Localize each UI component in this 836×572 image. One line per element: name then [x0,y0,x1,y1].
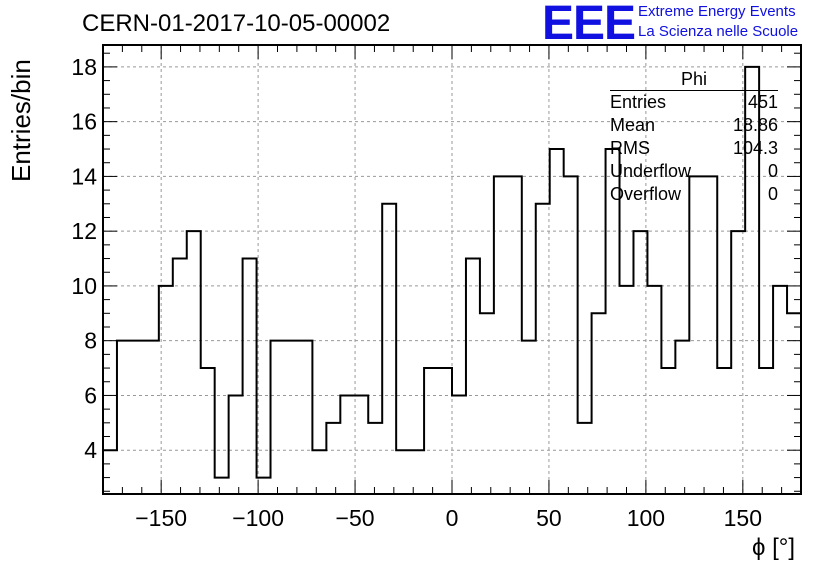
x-tick-label: 100 [627,505,665,531]
x-tick-label: −50 [336,505,375,531]
histogram-bin [298,341,312,494]
histogram-bin [410,450,424,494]
histogram-bin [368,423,382,494]
histogram-bin [271,341,285,494]
y-tick-label: 12 [71,218,97,244]
y-tick-label: 6 [84,382,97,408]
y-tick-label: 10 [71,273,97,299]
histogram-bin [173,259,187,494]
histogram-bin [661,368,675,494]
histogram-bin [452,395,466,494]
histogram-bin [620,286,634,494]
x-tick-label: −150 [135,505,187,531]
histogram-bin [675,341,689,494]
stats-label: Entries [610,92,667,112]
stats-label: Mean [610,115,656,135]
histogram-bin [243,259,257,494]
histogram-bin [326,423,340,494]
histogram-bin [717,368,731,494]
x-tick-label: 150 [724,505,762,531]
histogram-bin [466,259,480,494]
histogram-bin [424,368,438,494]
histogram-bin [284,341,298,494]
histogram-bin [396,450,410,494]
histogram-series [102,65,801,494]
logo-caption-line1: Extreme Energy Events [638,3,796,20]
histogram-bin [773,286,787,494]
histogram-bin [103,450,117,494]
histogram-bin [257,478,271,494]
histogram-bin [215,478,229,494]
stats-value: 0 [767,184,778,204]
histogram-bin [187,231,201,494]
histogram-bin [145,341,159,494]
histogram-bin [438,368,452,494]
histogram-bin [550,149,564,494]
stats-value: 18.86 [732,115,778,135]
histogram-bin [759,368,773,494]
histogram-bin [229,395,243,494]
histogram-bin [508,176,522,494]
histogram-bin [522,341,536,494]
x-tick-label: 50 [536,505,562,531]
histogram-bin [382,204,396,494]
grid-lines [103,45,801,494]
histogram-bin [117,341,131,494]
stats-value: 104.3 [732,138,778,158]
stats-row-underflow: Underflow 0 [610,160,778,183]
eee-logo: EEE [542,0,636,50]
stats-title: Phi [610,68,778,91]
histogram-bin [647,286,661,494]
tick-labels: −150 −100 −50 0 50 100 150 4 6 8 10 12 14 16 18 [71,54,762,531]
stats-label: RMS [610,138,650,158]
stats-value: 0 [767,161,778,181]
histogram-bin [633,231,647,494]
histogram-bin [354,395,368,494]
x-axis-label: ϕ [°] [752,534,796,561]
x-tick-label: 0 [446,505,459,531]
axis-ticks [102,45,802,494]
histogram-bin [494,176,508,494]
logo-caption-line2: La Scienza nelle Scuole [638,23,799,40]
stats-row-mean: Mean 18.86 [610,114,778,137]
histogram-bin [312,450,326,494]
y-tick-label: 16 [71,109,97,135]
y-tick-label: 8 [84,328,97,354]
stats-label: Overflow [610,184,682,204]
y-tick-label: 4 [84,437,97,463]
histogram-bin [703,176,717,494]
y-axis-label: Entries/bin [6,59,36,182]
y-tick-label: 14 [71,163,97,189]
histogram-bin [340,395,354,494]
stats-row-overflow: Overflow 0 [610,183,778,206]
stats-label: Underflow [610,161,692,181]
stats-row-rms: RMS 104.3 [610,137,778,160]
chart-title: CERN-01-2017-10-05-00002 [82,10,391,37]
histogram-bin [201,368,215,494]
histogram-bin [131,341,145,494]
stats-row-entries: Entries 451 [610,91,778,114]
histogram-outline [102,65,801,494]
stats-box: Phi Entries 451 Mean 18.86 RMS 104.3 Und… [610,68,778,206]
x-tick-label: −100 [232,505,284,531]
logo-caption: Extreme Energy Events La Scienza nelle S… [638,2,798,42]
histogram-bin [578,423,592,494]
stats-value: 451 [747,92,778,112]
histogram-bin [564,176,578,494]
y-tick-label: 18 [71,54,97,80]
histogram-bin [689,176,703,494]
